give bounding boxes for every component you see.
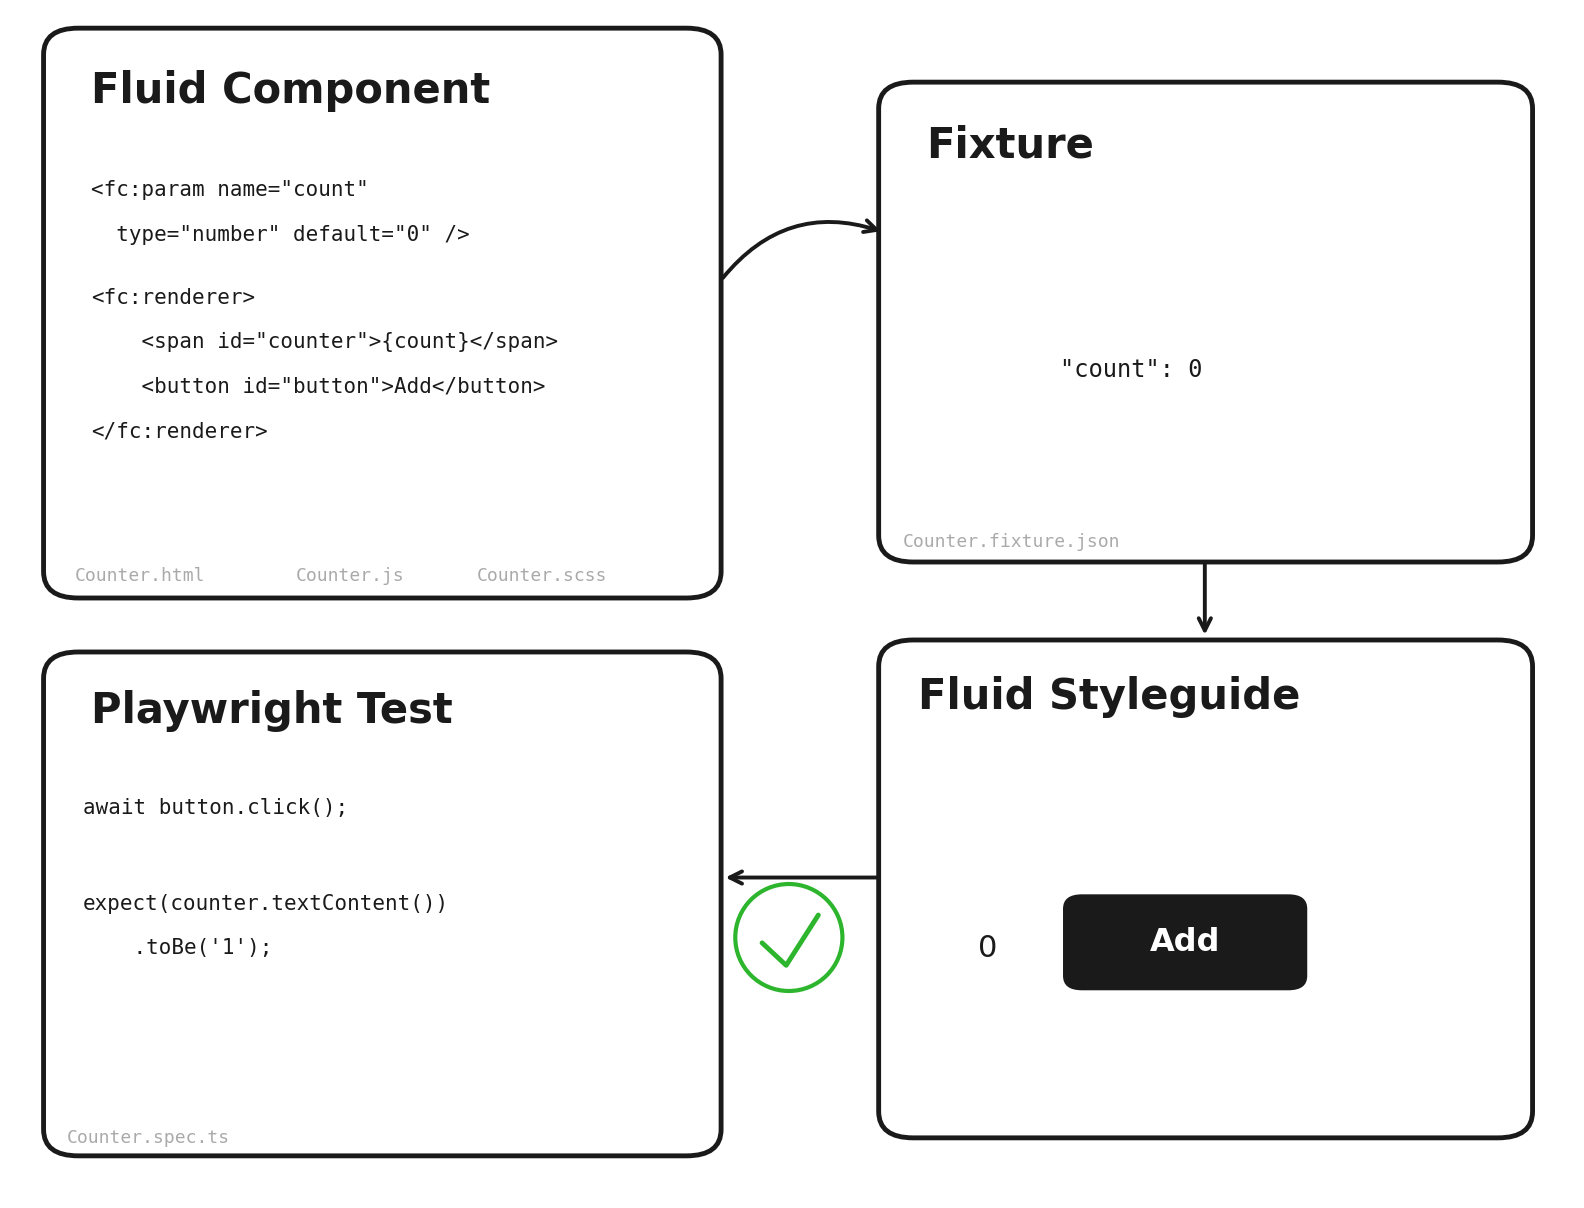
FancyArrowPatch shape [722,220,876,278]
FancyArrowPatch shape [1199,564,1210,631]
Text: <fc:param name="count": <fc:param name="count" [90,180,369,201]
Text: Counter.js: Counter.js [296,568,404,586]
Text: <fc:renderer>: <fc:renderer> [90,288,255,308]
Text: Counter.spec.ts: Counter.spec.ts [67,1128,230,1146]
Text: Add: Add [1150,927,1220,958]
FancyBboxPatch shape [879,82,1533,562]
Text: expect(counter.textContent()): expect(counter.textContent()) [82,894,450,914]
Text: Playwright Test: Playwright Test [90,691,453,732]
FancyBboxPatch shape [1063,894,1307,991]
FancyArrowPatch shape [730,871,878,883]
Text: Counter.scss: Counter.scss [477,568,607,586]
Text: "count": 0: "count": 0 [1060,358,1202,382]
Text: Fluid Component: Fluid Component [90,70,489,112]
FancyBboxPatch shape [879,640,1533,1138]
Text: <span id="counter">{count}</span>: <span id="counter">{count}</span> [90,332,558,353]
Text: .toBe('1');: .toBe('1'); [82,939,272,958]
Text: Fixture: Fixture [927,124,1095,167]
Text: type="number" default="0" />: type="number" default="0" /> [90,225,469,244]
Text: await button.click();: await button.click(); [82,798,348,818]
Text: Fluid Styleguide: Fluid Styleguide [919,676,1300,718]
FancyBboxPatch shape [43,28,721,598]
Text: 0: 0 [977,934,996,963]
Text: Counter.fixture.json: Counter.fixture.json [903,533,1120,551]
Text: </fc:renderer>: </fc:renderer> [90,422,268,441]
FancyBboxPatch shape [43,652,721,1156]
Text: <button id="button">Add</button>: <button id="button">Add</button> [90,377,545,397]
Text: Counter.html: Counter.html [74,568,206,586]
